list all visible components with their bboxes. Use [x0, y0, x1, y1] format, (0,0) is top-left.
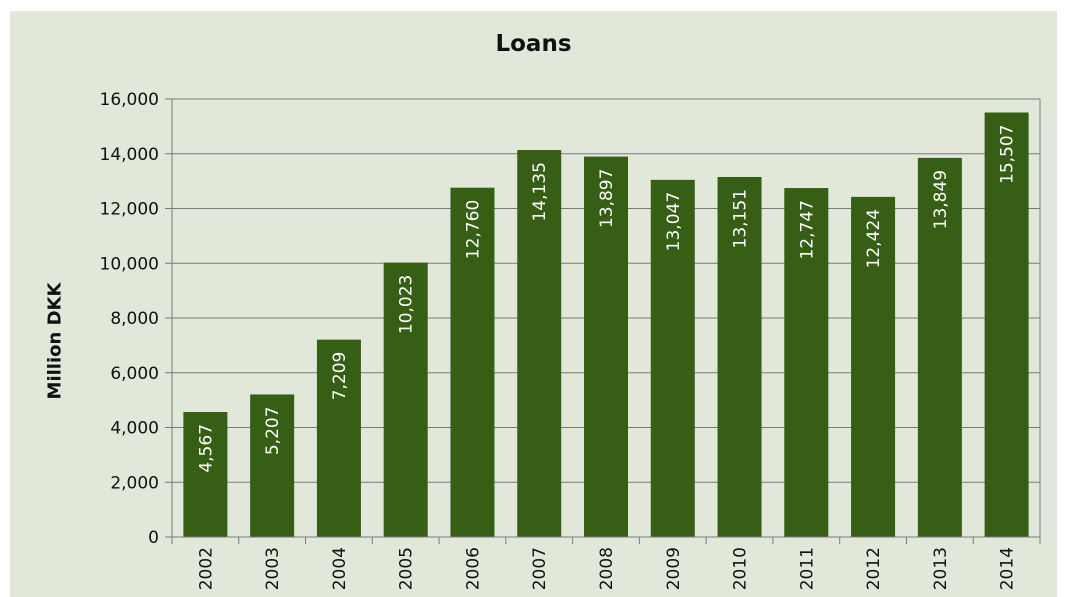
bar-value-label: 12,747	[797, 200, 817, 259]
bar-value-label: 13,897	[597, 169, 617, 228]
bar-value-label: 10,023	[397, 275, 417, 334]
x-tick-label: 2002	[196, 547, 216, 590]
x-tick-label: 2003	[263, 547, 283, 590]
bar	[250, 394, 295, 537]
bar-value-label: 15,507	[998, 124, 1018, 183]
x-tick-label: 2011	[797, 547, 817, 590]
bar	[784, 188, 829, 537]
bar-value-label: 14,135	[530, 162, 550, 221]
x-tick-label: 2012	[864, 547, 884, 590]
bar-value-label: 4,567	[196, 424, 216, 473]
y-tick-label: 12,000	[100, 200, 159, 220]
bar	[851, 196, 896, 537]
labels: 0 2,000 4,000 6,000 8,000 10,000 12,000 14,000 1…	[100, 90, 1018, 590]
x-tick-label: 2014	[998, 547, 1018, 590]
x-tick-label: 2006	[463, 547, 483, 590]
bar	[984, 112, 1029, 537]
bar-value-label: 13,047	[664, 192, 684, 251]
bar	[584, 156, 628, 537]
bar	[917, 157, 962, 538]
y-tick-label: 0	[148, 528, 159, 548]
y-tick-label: 4,000	[110, 419, 159, 439]
y-tick-label: 16,000	[100, 90, 159, 110]
x-tick-label: 2004	[330, 547, 350, 590]
x-tick-label: 2013	[931, 547, 951, 590]
bar	[717, 176, 762, 537]
bar	[650, 179, 695, 537]
bar-value-label: 13,151	[731, 189, 751, 248]
x-tick-label: 2009	[664, 547, 684, 590]
bar-value-label: 5,207	[263, 406, 283, 455]
x-tick-label: 2007	[530, 547, 550, 590]
bar-value-label: 12,760	[463, 200, 483, 259]
bars	[183, 112, 1029, 538]
bar-value-label: 12,424	[864, 209, 884, 268]
y-tick-label: 8,000	[110, 309, 159, 329]
bar	[450, 187, 495, 537]
y-tick-label: 14,000	[100, 145, 159, 165]
chart-title: Loans	[495, 31, 572, 57]
bar	[517, 150, 562, 537]
bar	[183, 411, 228, 537]
x-tick-label: 2008	[597, 547, 617, 590]
bar-value-label: 7,209	[330, 352, 350, 401]
y-tick-label: 2,000	[110, 473, 159, 493]
y-tick-label: 10,000	[100, 254, 159, 274]
y-tick-label: 6,000	[110, 364, 159, 384]
x-tick-label: 2005	[397, 547, 417, 590]
bar	[316, 339, 361, 537]
bar	[383, 262, 428, 537]
x-tick-label: 2010	[731, 547, 751, 590]
axes	[165, 98, 1041, 544]
bar-value-label: 13,849	[931, 170, 951, 229]
